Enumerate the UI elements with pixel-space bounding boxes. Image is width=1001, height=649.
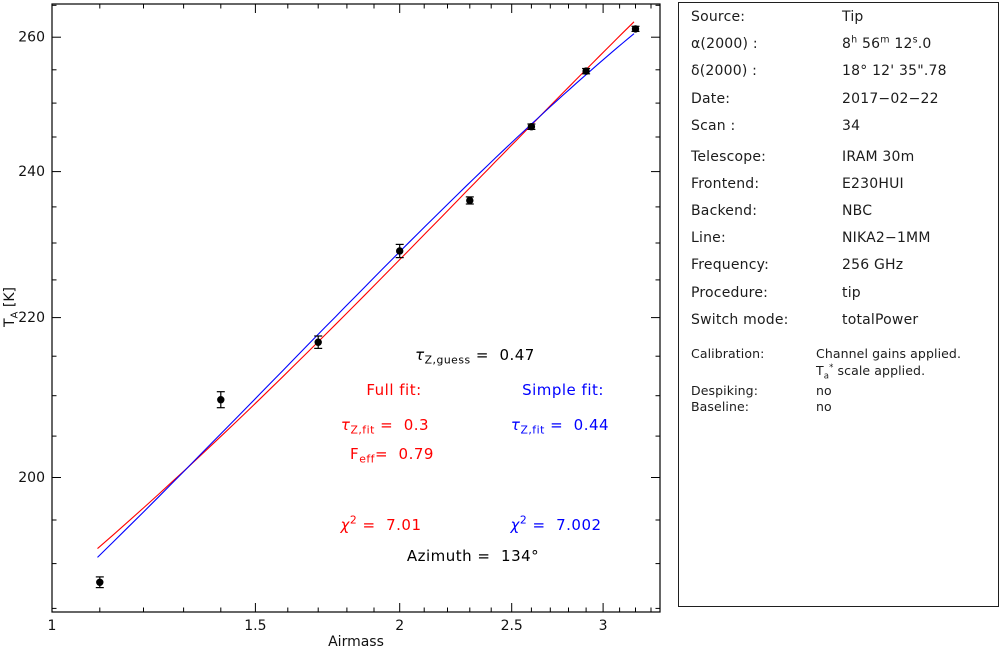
data-point (96, 578, 104, 586)
svg-text:Azimuth = 134°: Azimuth = 134° (407, 547, 539, 565)
fit-line-simple-fit (97, 33, 635, 558)
tip-chart: 1 1.5 2 2.5 3 200 220 240 260 Airmass TA [K] τZ,gue… (2, 3, 661, 649)
svg-text:240: 240 (18, 164, 45, 180)
info-row-label: Procedure: (691, 284, 769, 301)
svg-text:χ2 = 7.002: χ2 = 7.002 (509, 514, 601, 535)
svg-text:3: 3 (599, 618, 608, 634)
x-tick-labels: 1 1.5 2 2.5 3 (48, 618, 608, 634)
info-row-value: 18° 12' 35".78 (842, 63, 947, 80)
info-row-label: Line: (691, 230, 726, 247)
info-row-label: Source: (691, 9, 746, 25)
info-row-value: IRAM 30m (842, 149, 915, 165)
svg-text:χ2 = 7.01: χ2 = 7.01 (339, 514, 421, 535)
info-row-value: tip (842, 284, 861, 301)
info-row-value: Tip (842, 9, 864, 25)
svg-text:Feff= 0.79: Feff= 0.79 (350, 445, 434, 466)
info-note-label: Baseline: (691, 399, 750, 414)
info-note-value: no (816, 399, 832, 414)
data-point (396, 247, 404, 255)
x-axis-title: Airmass (328, 634, 384, 649)
info-note-value: Channel gains applied. (816, 346, 962, 361)
info-row-label: Backend: (691, 203, 758, 220)
info-note-label: Despiking: (691, 383, 759, 398)
fit-line-full-fit (97, 21, 635, 550)
info-row-value: NBC (842, 203, 873, 220)
svg-text:τZ,fit = 0.3: τZ,fit = 0.3 (341, 416, 429, 437)
svg-text:1: 1 (48, 618, 57, 634)
data-point (527, 123, 536, 131)
svg-text:τZ,guess = 0.47: τZ,guess = 0.47 (415, 346, 535, 367)
info-row-label: Frequency: (691, 257, 770, 274)
info-row-value: 8h 56m 12s.0 (842, 34, 932, 53)
svg-text:2.5: 2.5 (501, 618, 523, 634)
info-row-value: 34 (842, 117, 861, 134)
svg-text:Simple fit:: Simple fit: (522, 381, 604, 399)
svg-text:2: 2 (395, 618, 404, 634)
info-row-label: Scan : (691, 117, 736, 134)
info-note-value: no (816, 383, 832, 398)
plot-frame (51, 3, 661, 613)
data-points (95, 25, 640, 589)
info-note-label: Calibration: (691, 346, 765, 361)
info-note-value: Ta* scale applied. (816, 362, 926, 382)
info-row-label: Telescope: (691, 149, 767, 165)
info-row-label: α(2000) : (691, 36, 758, 53)
svg-text:τZ,fit = 0.44: τZ,fit = 0.44 (511, 416, 609, 437)
info-row-value: E230HUI (842, 176, 904, 193)
data-point (582, 67, 590, 75)
info-row-label: Date: (691, 90, 731, 107)
data-point (217, 396, 225, 404)
info-row-value: 2017−02−22 (842, 90, 939, 107)
fit-annotations: τZ,guess = 0.47 Full fit: Simple fit: τZ,fi… (339, 346, 609, 565)
axis-ticks (51, 4, 660, 612)
info-row-value: 256 GHz (842, 257, 904, 274)
info-row-label: δ(2000) : (691, 63, 758, 80)
data-point (631, 25, 640, 33)
tip-plot-svg: 1 1.5 2 2.5 3 200 220 240 260 Airmass TA [K] τZ,gue… (2, 3, 661, 649)
svg-text:220: 220 (18, 310, 45, 326)
info-panel: Source: Tip α(2000) : 8h 56m 12s.0 δ(2000) :… (678, 2, 999, 607)
svg-text:1.5: 1.5 (244, 618, 266, 634)
info-row-value: NIKA2−1MM (842, 230, 931, 247)
data-point (314, 338, 322, 346)
info-row-value: totalPower (842, 311, 919, 328)
svg-text:260: 260 (18, 30, 45, 46)
svg-text:200: 200 (18, 470, 45, 486)
info-row-label: Frontend: (691, 176, 760, 193)
data-point (466, 196, 474, 205)
y-tick-labels: 200 220 240 260 (18, 30, 45, 486)
y-axis-title: TA [K] (2, 287, 21, 328)
info-row-label: Switch mode: (691, 311, 789, 328)
svg-text:Full fit:: Full fit: (366, 381, 421, 399)
